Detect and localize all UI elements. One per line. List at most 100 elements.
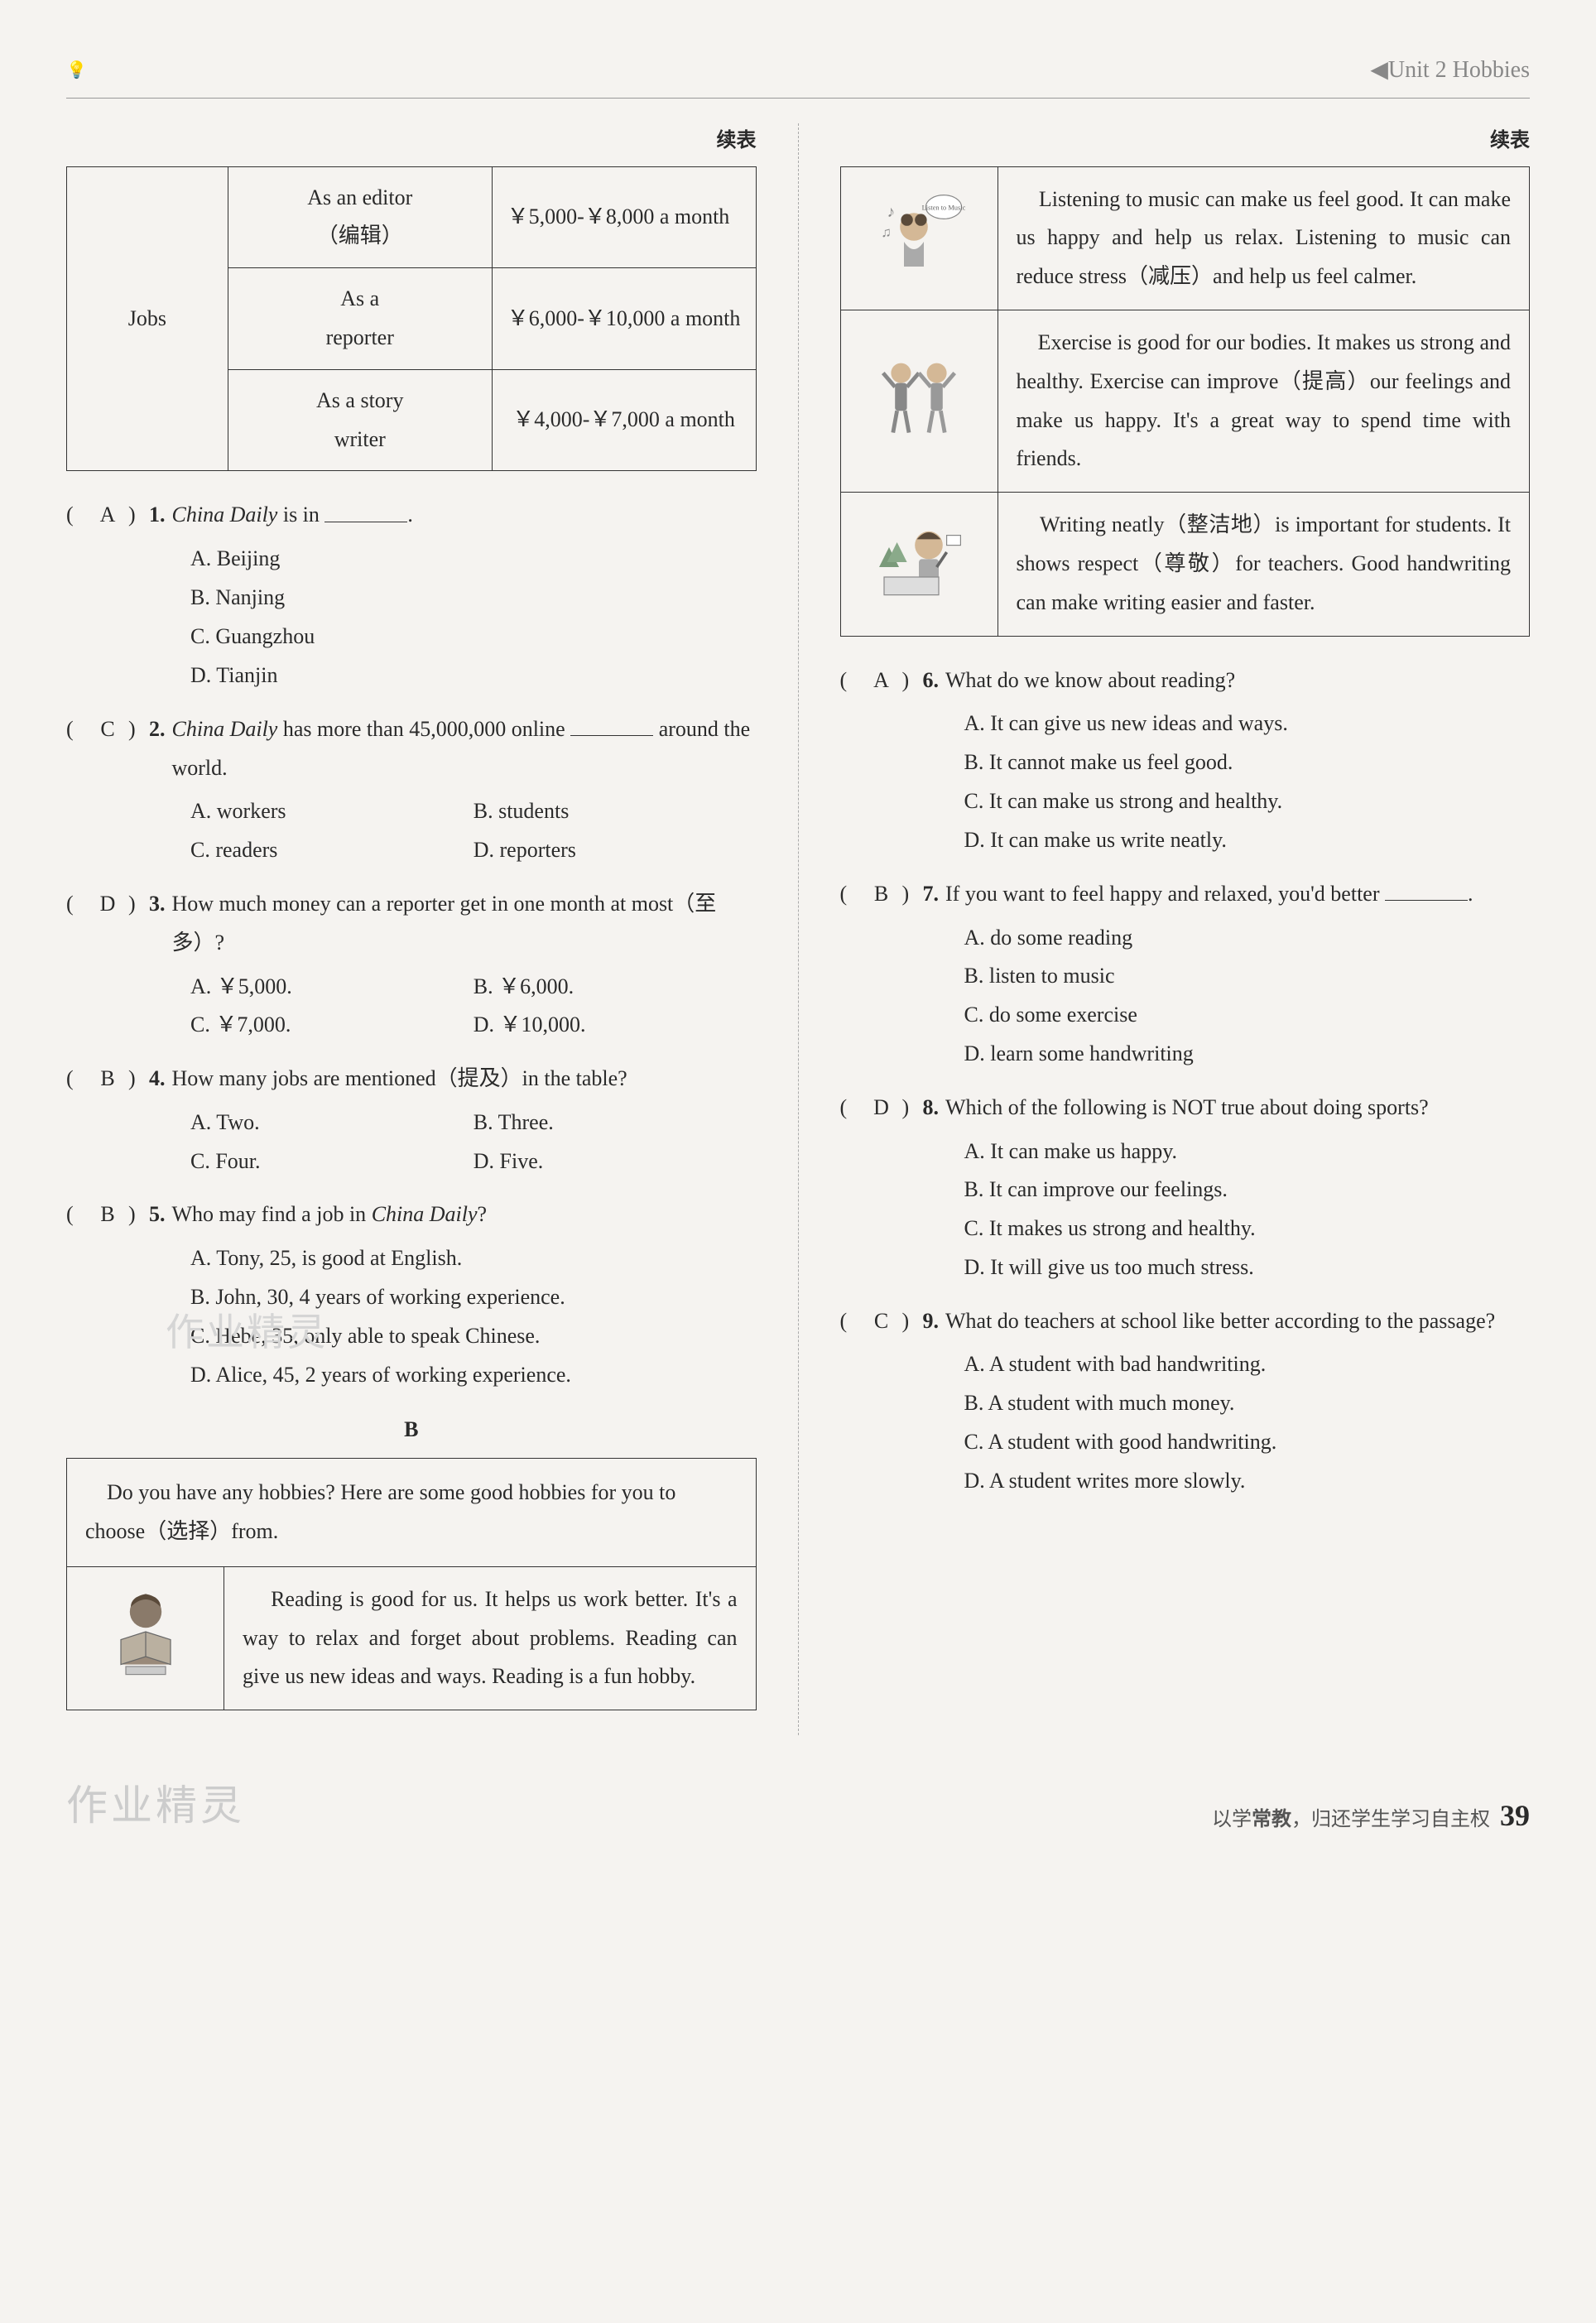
options-list: A. Tony, 25, is good at English.B. John,… (66, 1239, 757, 1394)
paren-open: ( (840, 875, 861, 914)
answer-letter: C (861, 1302, 902, 1341)
option: D. Alice, 45, 2 years of working experie… (190, 1356, 757, 1395)
question-number: 9. (923, 1302, 940, 1341)
question-number: 7. (923, 875, 940, 914)
question-number: 5. (149, 1195, 166, 1234)
continued-label-left: 续表 (66, 123, 757, 159)
option: A. workers (190, 792, 474, 831)
hobby-row: Exercise is good for our bodies. It make… (840, 310, 1530, 492)
bulb-icon: 💡 (66, 55, 87, 85)
options-list: A. do some readingB. listen to musicC. d… (840, 919, 1531, 1074)
unit-label: ◀Unit 2 Hobbies (1370, 50, 1530, 91)
paren-close: ) (902, 1302, 923, 1341)
option: C. Four. (190, 1142, 474, 1181)
question-text: Who may find a job in China Daily? (172, 1195, 757, 1234)
option: A. ￥5,000. (190, 968, 474, 1007)
question-text: What do we know about reading? (945, 661, 1530, 700)
question-text: How many jobs are mentioned（提及）in the ta… (172, 1060, 757, 1099)
option: B. It cannot make us feel good. (964, 743, 1531, 782)
question-number: 3. (149, 885, 166, 924)
hobby-row: Listen to Music ♪ ♫ Listening to music c… (840, 166, 1530, 310)
passage-intro: Do you have any hobbies? Here are some g… (66, 1458, 757, 1566)
paren-open: ( (66, 1195, 87, 1234)
option: C. It makes us strong and healthy. (964, 1210, 1531, 1248)
answer-letter: D (87, 885, 128, 924)
option: A. do some reading (964, 919, 1531, 958)
answer-letter: B (87, 1060, 128, 1099)
paren-open: ( (840, 1302, 861, 1341)
option: B. ￥6,000. (474, 968, 757, 1007)
option: A. A student with bad handwriting. (964, 1345, 1531, 1384)
question-number: 8. (923, 1089, 940, 1128)
question-item: (B)5.Who may find a job in China Daily?A… (66, 1195, 757, 1394)
writing-icon-cell (840, 493, 997, 636)
section-b-label: B (66, 1411, 757, 1450)
question-item: (A)1.China Daily is in .A. BeijingB. Nan… (66, 496, 757, 695)
answer-letter: D (861, 1089, 902, 1128)
salary-cell: ￥5,000-￥8,000 a month (492, 166, 756, 268)
question-item: (A)6.What do we know about reading?A. It… (840, 661, 1531, 860)
question-number: 4. (149, 1060, 166, 1099)
paren-open: ( (66, 496, 87, 535)
paren-open: ( (66, 1060, 87, 1099)
paren-close: ) (128, 1060, 149, 1099)
answer-letter: A (861, 661, 902, 700)
options-list: A. A student with bad handwriting.B. A s… (840, 1345, 1531, 1500)
option: C. do some exercise (964, 996, 1531, 1035)
jobs-table: Jobs As an editor（编辑） ￥5,000-￥8,000 a mo… (66, 166, 757, 472)
option: B. Three. (474, 1104, 757, 1142)
svg-text:♫: ♫ (881, 224, 892, 240)
jobs-label-cell: Jobs (67, 166, 228, 471)
table-row: Jobs As an editor（编辑） ￥5,000-￥8,000 a mo… (67, 166, 757, 268)
option: C. Guangzhou (190, 618, 757, 656)
hobby-table-right: Listen to Music ♪ ♫ Listening to music c… (840, 166, 1531, 637)
music-icon-cell: Listen to Music ♪ ♫ (840, 166, 997, 310)
question-text: What do teachers at school like better a… (945, 1302, 1530, 1341)
question-number: 1. (149, 496, 166, 535)
option: D. It will give us too much stress. (964, 1248, 1531, 1287)
page-content: 续表 Jobs As an editor（编辑） ￥5,000-￥8,000 a… (66, 123, 1530, 1735)
options-2col: A. ￥5,000.C. ￥7,000.B. ￥6,000.D. ￥10,000… (66, 968, 757, 1046)
question-item: (C)9.What do teachers at school like bet… (840, 1302, 1531, 1501)
question-number: 6. (923, 661, 940, 700)
writing-girl-icon (861, 507, 977, 607)
svg-text:♪: ♪ (887, 204, 896, 221)
options-list: A. It can make us happy.B. It can improv… (840, 1133, 1531, 1287)
question-item: (B)4.How many jobs are mentioned（提及）in t… (66, 1060, 757, 1181)
reading-girl-icon (88, 1582, 204, 1681)
option: D. Five. (474, 1142, 757, 1181)
option: C. readers (190, 831, 474, 870)
options-list: A. BeijingB. NanjingC. GuangzhouD. Tianj… (66, 540, 757, 695)
option: A. It can give us new ideas and ways. (964, 705, 1531, 743)
answer-letter: C (87, 710, 128, 749)
option: D. reporters (474, 831, 757, 870)
salary-cell: ￥6,000-￥10,000 a month (492, 268, 756, 370)
question-text: China Daily is in . (172, 496, 757, 535)
option: D. It can make us write neatly. (964, 821, 1531, 860)
option: B. Nanjing (190, 579, 757, 618)
column-divider (798, 123, 799, 1735)
page-header: 💡 ◀Unit 2 Hobbies (66, 50, 1530, 99)
svg-text:Listen to Music: Listen to Music (922, 204, 966, 211)
paren-open: ( (840, 661, 861, 700)
paren-open: ( (66, 710, 87, 749)
option: C. A student with good handwriting. (964, 1423, 1531, 1462)
paren-open: ( (840, 1089, 861, 1128)
option: C. Hebe, 35, only able to speak Chinese. (190, 1317, 757, 1356)
option: A. It can make us happy. (964, 1133, 1531, 1171)
paren-close: ) (902, 875, 923, 914)
answer-letter: B (87, 1195, 128, 1234)
paren-close: ) (902, 1089, 923, 1128)
questions-block-left: (A)1.China Daily is in .A. BeijingB. Nan… (66, 496, 757, 1394)
exercise-icon-cell (840, 310, 997, 492)
hobby-row: Writing neatly（整洁地）is important for stud… (840, 493, 1530, 636)
question-item: (B)7.If you want to feel happy and relax… (840, 875, 1531, 1074)
option: B. A student with much money. (964, 1384, 1531, 1423)
option: A. Beijing (190, 540, 757, 579)
question-item: (C)2.China Daily has more than 45,000,00… (66, 710, 757, 870)
role-cell: As an editor（编辑） (228, 166, 492, 268)
hobby-text: Listening to music can make us feel good… (997, 166, 1530, 310)
option: D. A student writes more slowly. (964, 1462, 1531, 1501)
options-2col: A. workersC. readersB. studentsD. report… (66, 792, 757, 870)
options-2col: A. Two.C. Four.B. Three.D. Five. (66, 1104, 757, 1181)
